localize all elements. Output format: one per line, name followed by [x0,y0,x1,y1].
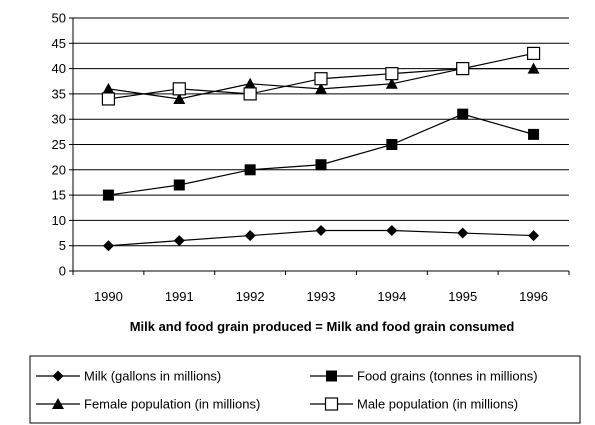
y-tick-label: 30 [52,112,66,127]
y-tick-label: 25 [52,137,66,152]
y-tick-labels: 0 5 10 15 20 25 30 35 40 45 50 [52,11,66,279]
legend-label: Food grains (tonnes in millions) [357,369,538,384]
legend-label: Male population (in millions) [357,397,518,412]
data-point-male [172,82,186,96]
data-point-food [457,108,469,120]
axes [72,18,570,275]
legend-marker-female [52,398,64,409]
legend-label: Milk (gallons in millions) [84,369,221,384]
legend-marker-milk [52,370,64,382]
legend-marker-food [326,370,337,382]
y-tick-label: 0 [59,264,66,279]
data-point-male [243,87,257,101]
data-point-food [315,159,327,171]
series-male [101,46,541,106]
data-point-male [526,46,541,61]
gridlines [69,17,569,272]
y-tick-label: 10 [52,213,66,228]
series-food [102,108,540,201]
legend-item-female: Female population (in millions) [36,397,260,412]
x-tick-label: 1996 [519,289,548,304]
data-point-male [101,92,116,106]
data-point-food [173,179,185,191]
data-point-food [386,139,398,150]
series [101,46,541,252]
data-point-male [456,61,470,76]
legend-marker-male [324,397,339,411]
x-tick-label: 1991 [165,289,194,304]
data-point-female [527,62,540,74]
series-line-food [108,113,534,196]
data-point-male [314,72,328,86]
data-point-female [315,82,327,94]
y-tick-label: 15 [52,188,66,203]
data-point-milk [315,225,327,237]
data-point-milk [173,235,185,247]
y-tick-label: 45 [52,36,66,51]
legend-item-milk: Milk (gallons in millions) [36,369,221,384]
data-point-female [244,77,257,89]
x-tick-label: 1992 [236,289,265,304]
legend-item-male: Male population (in millions) [310,397,518,412]
data-point-milk [102,240,114,252]
data-point-female [102,82,115,94]
y-tick-label: 40 [52,61,66,76]
y-tick-label: 35 [52,86,66,101]
x-tick-label: 1993 [307,289,336,304]
x-tick-labels: 1990 1991 1992 1993 1994 1995 1996 [94,289,548,304]
x-tick-label: 1995 [448,289,477,304]
data-point-milk [386,225,398,237]
series-milk [102,225,540,252]
legend-box [29,355,581,424]
data-point-food [244,164,256,176]
data-point-male [385,67,399,81]
data-point-milk [457,227,469,239]
data-point-food [102,189,114,201]
legend-item-food: Food grains (tonnes in millions) [310,369,538,384]
y-tick-label: 50 [52,11,66,26]
x-tick-label: 1994 [377,289,406,304]
data-point-food [528,128,540,140]
legend: Milk (gallons in millions) Food grains (t… [29,355,581,424]
x-axis-title: Milk and food grain produced = Milk and … [130,319,515,334]
y-tick-label: 20 [52,162,66,177]
data-point-female [385,77,398,89]
legend-label: Female population (in millions) [84,397,260,412]
data-point-female [173,92,186,104]
data-point-milk [244,230,256,242]
data-point-milk [528,230,540,242]
y-tick-label: 5 [59,238,66,253]
x-tick-label: 1990 [94,289,123,304]
